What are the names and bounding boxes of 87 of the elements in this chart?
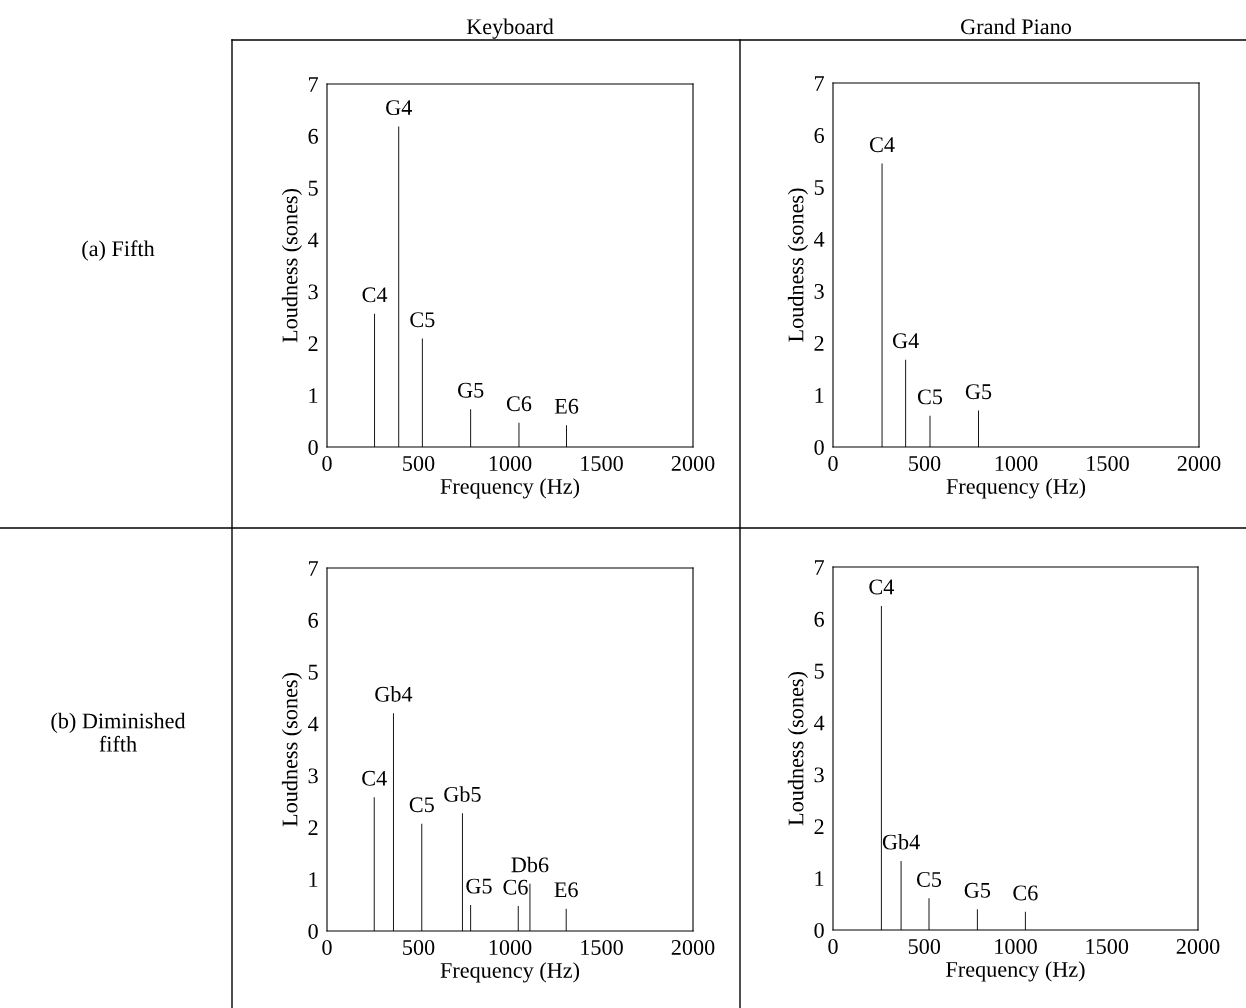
y-tick-label: 4: [813, 715, 825, 731]
x-tick-label: 1000: [489, 455, 532, 471]
y-tick-label: 3: [308, 284, 318, 300]
annotation: Gb5: [444, 786, 481, 802]
y-tick-label: 2: [814, 819, 824, 834]
x-axis-title: Frequency (Hz): [946, 961, 1085, 982]
annotation: C4: [869, 579, 894, 595]
annotation: C4: [362, 770, 387, 786]
x-tick-label: 0: [828, 455, 838, 471]
x-tick-label: 500: [908, 938, 941, 954]
annotation: C5: [409, 797, 434, 813]
y-tick-label: 4: [813, 232, 825, 247]
x-tick-label: 2000: [671, 939, 715, 955]
annotation: G5: [457, 382, 484, 398]
y-tick-label: 0: [308, 439, 318, 455]
annotation: E6: [554, 398, 579, 414]
y-tick-label: 5: [308, 180, 318, 196]
x-tick-label: 1500: [581, 455, 623, 471]
annotation: C6: [506, 396, 532, 412]
annotation: C6: [1013, 885, 1038, 901]
y-tick-label: 1: [815, 388, 824, 403]
annotation: G5: [964, 882, 991, 898]
x-tick-label: 1000: [489, 939, 532, 955]
annotation: C5: [410, 312, 435, 328]
y-tick-label: 0: [308, 923, 318, 939]
x-tick-label: 1500: [581, 939, 623, 955]
annotation: Gb4: [882, 833, 920, 850]
y-tick-label: 3: [814, 283, 824, 299]
y-tick-label: 3: [814, 767, 824, 783]
x-tick-label: 2000: [1177, 455, 1221, 471]
annotation: C6: [503, 879, 528, 895]
y-tick-label: 7: [815, 560, 825, 575]
y-tick-label: 0: [814, 439, 824, 455]
text: (a) Fifth: [82, 240, 155, 261]
y-tick-label: 2: [308, 820, 318, 835]
annotation: G5: [466, 878, 492, 894]
y-tick-label: 3: [308, 768, 318, 784]
y-tick-label: 5: [308, 664, 318, 680]
y-tick-label: 6: [308, 128, 318, 144]
y-tick-label: 6: [814, 611, 824, 627]
x-tick-label: 0: [322, 939, 332, 955]
x-tick-label: 1500: [1086, 938, 1129, 954]
y-tick-label: 5: [814, 180, 824, 195]
x-tick-label: 1000: [995, 938, 1037, 954]
x-tick-label: 1500: [1087, 455, 1129, 471]
y-tick-label: 7: [815, 76, 825, 91]
annotation: Gb4: [375, 686, 413, 702]
x-tick-label: 0: [828, 938, 838, 954]
annotation: C4: [869, 137, 895, 153]
y-axis-title: Loudness (sones): [787, 188, 808, 342]
y-tick-label: 2: [814, 335, 824, 351]
annotation: C4: [362, 287, 388, 303]
chart-title: Keyboard: [466, 18, 554, 39]
y-axis-title: Loudness (sones): [281, 673, 302, 827]
y-tick-label: 1: [309, 872, 318, 887]
annotation: G5: [965, 384, 992, 400]
y-tick-label: 7: [309, 561, 319, 576]
annotation: C5: [916, 871, 942, 887]
y-tick-label: 4: [307, 716, 319, 732]
y-tick-label: 7: [309, 77, 319, 92]
y-tick-label: 5: [814, 663, 824, 679]
y-tick-label: 2: [308, 336, 318, 351]
x-tick-label: 500: [909, 455, 941, 471]
y-tick-label: 4: [307, 232, 319, 248]
y-tick-label: 1: [309, 388, 318, 403]
annotation: Db6: [511, 856, 549, 873]
x-tick-label: 2000: [1176, 938, 1220, 954]
y-tick-label: 6: [308, 612, 318, 628]
annotation: G4: [892, 333, 919, 349]
x-tick-label: 2000: [671, 455, 715, 471]
y-axis-title: Loudness (sones): [787, 672, 808, 826]
y-tick-label: 1: [815, 871, 824, 886]
x-tick-label: 500: [403, 939, 435, 955]
y-axis-title: Loudness (sones): [281, 189, 302, 343]
x-axis-title: Frequency (Hz): [440, 478, 580, 499]
chart-title: Grand Piano: [961, 18, 1072, 35]
y-tick-label: 0: [814, 922, 824, 938]
annotation: G4: [386, 100, 412, 116]
y-tick-label: 6: [814, 127, 824, 143]
x-tick-label: 0: [322, 455, 332, 471]
annotation: C5: [917, 389, 943, 405]
annotation: E6: [554, 882, 578, 898]
x-tick-label: 1000: [995, 455, 1038, 471]
text: (b) Diminished fifth: [51, 712, 186, 752]
x-axis-title: Frequency (Hz): [946, 478, 1086, 499]
x-tick-label: 500: [403, 455, 435, 471]
x-axis-title: Frequency (Hz): [440, 962, 580, 983]
